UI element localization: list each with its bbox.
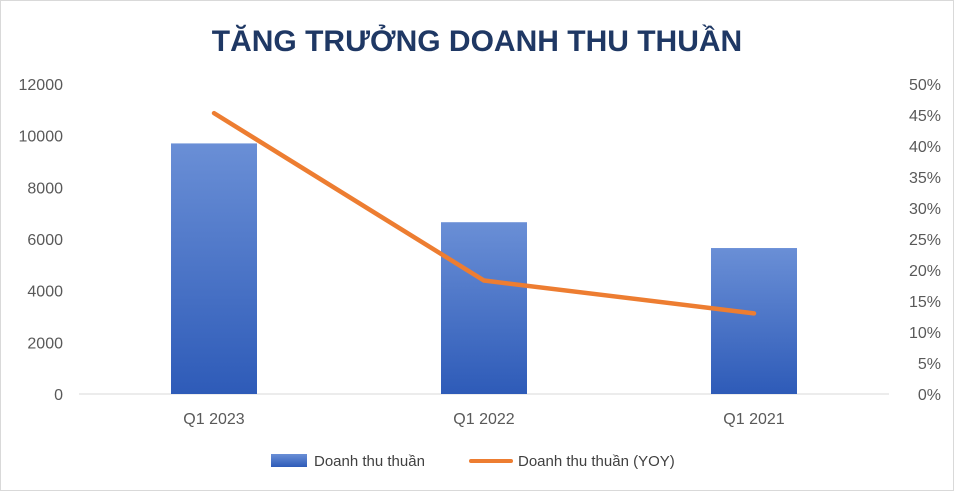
line-series bbox=[211, 110, 757, 316]
left-tick-label: 0 bbox=[54, 387, 63, 404]
right-tick-label: 40% bbox=[909, 139, 941, 156]
x-tick-label: Q1 2022 bbox=[453, 411, 514, 428]
left-tick-label: 4000 bbox=[27, 284, 63, 301]
yoy-line bbox=[211, 110, 757, 316]
x-axis: Q1 2023 Q1 2022 Q1 2021 bbox=[183, 411, 784, 428]
right-tick-label: 0% bbox=[918, 387, 941, 404]
left-axis: 0 2000 4000 6000 8000 10000 12000 bbox=[19, 77, 64, 404]
bar bbox=[441, 222, 527, 394]
legend: Doanh thu thuần Doanh thu thuần (YOY) bbox=[271, 453, 675, 470]
bar bbox=[711, 248, 797, 394]
bar-series bbox=[171, 143, 797, 394]
legend-label-bar: Doanh thu thuần bbox=[314, 453, 425, 470]
left-tick-label: 8000 bbox=[27, 180, 63, 197]
legend-swatch-bar bbox=[271, 454, 307, 467]
right-tick-label: 25% bbox=[909, 232, 941, 249]
left-tick-label: 10000 bbox=[19, 129, 64, 146]
right-tick-label: 10% bbox=[909, 325, 941, 342]
x-tick-label: Q1 2021 bbox=[723, 411, 784, 428]
left-tick-label: 2000 bbox=[27, 335, 63, 352]
x-tick-label: Q1 2023 bbox=[183, 411, 244, 428]
right-axis: 0% 5% 10% 15% 20% 25% 30% 35% 40% 45% 50% bbox=[909, 77, 941, 404]
right-tick-label: 30% bbox=[909, 201, 941, 218]
left-tick-label: 12000 bbox=[19, 77, 64, 94]
right-tick-label: 15% bbox=[909, 294, 941, 311]
legend-label-line: Doanh thu thuần (YOY) bbox=[518, 453, 675, 470]
chart-title: TĂNG TRƯỞNG DOANH THU THUẦN bbox=[212, 24, 742, 58]
right-tick-label: 50% bbox=[909, 77, 941, 94]
left-tick-label: 6000 bbox=[27, 232, 63, 249]
right-tick-label: 20% bbox=[909, 263, 941, 280]
right-tick-label: 35% bbox=[909, 170, 941, 187]
right-tick-label: 5% bbox=[918, 356, 941, 373]
bar bbox=[171, 143, 257, 394]
right-tick-label: 45% bbox=[909, 108, 941, 125]
